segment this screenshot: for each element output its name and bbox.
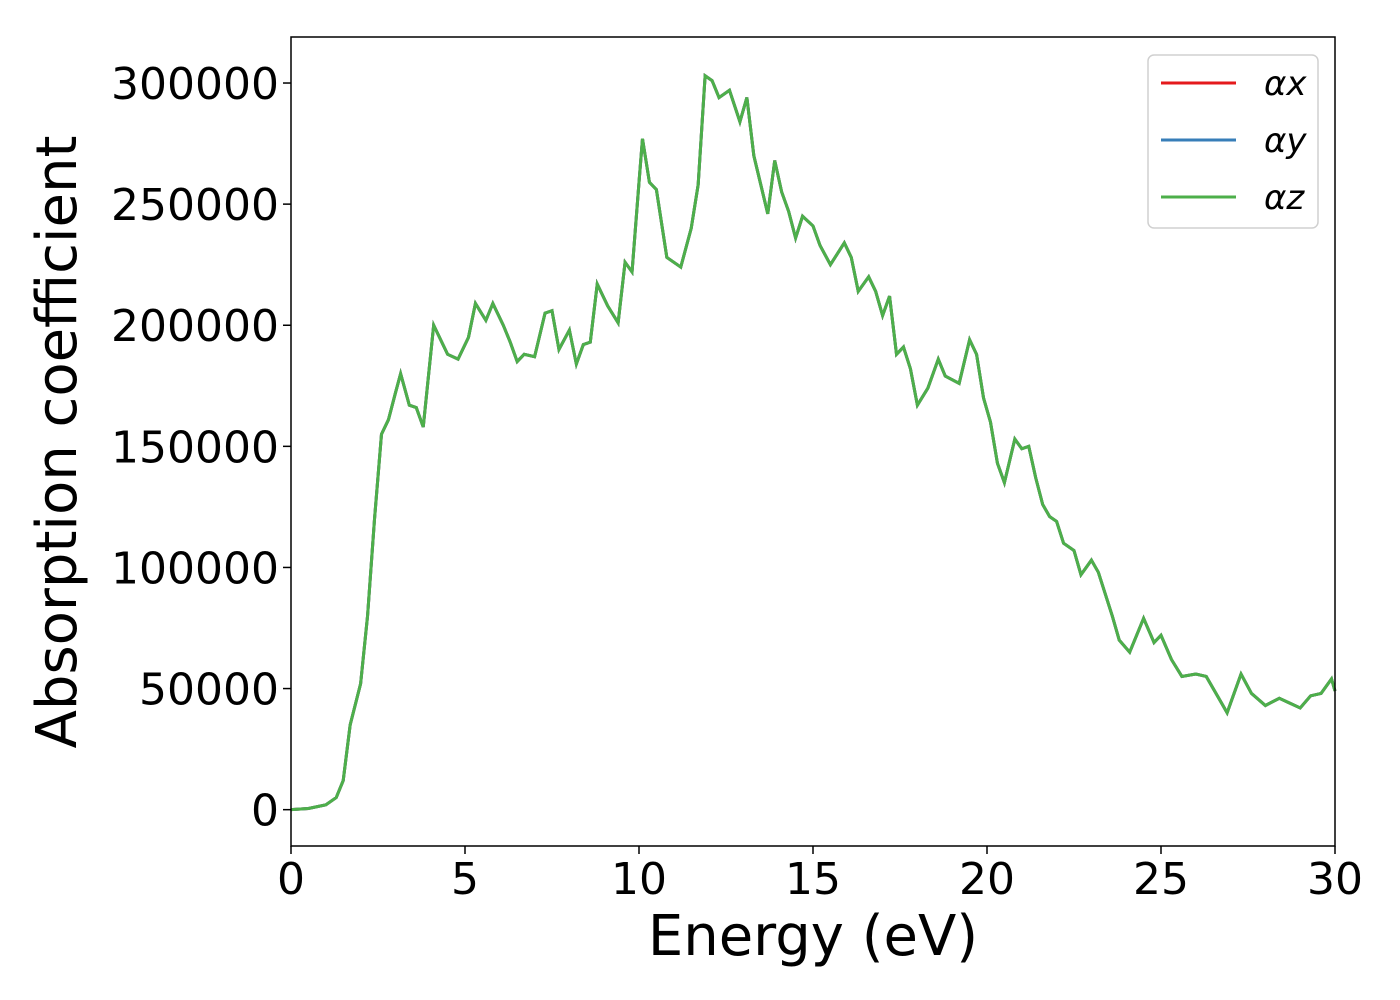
y-tick-label: 250000	[111, 180, 279, 231]
x-axis-label: Energy (eV)	[648, 904, 978, 969]
y-tick-label: 0	[251, 786, 279, 837]
x-tick-label: 20	[959, 854, 1015, 905]
y-axis-label: Absorption coefficient	[25, 136, 90, 749]
legend-label: αy	[1264, 121, 1307, 161]
x-tick-label: 25	[1133, 854, 1189, 905]
legend-label: αx	[1264, 64, 1307, 104]
x-tick-label: 0	[277, 854, 305, 905]
x-tick-label: 5	[451, 854, 479, 905]
y-tick-label: 150000	[111, 422, 279, 473]
x-tick-label: 15	[785, 854, 841, 905]
y-tick-label: 100000	[111, 543, 279, 594]
data-line	[290, 72, 1337, 812]
y-tick-label: 200000	[111, 301, 279, 352]
y-tick-label: 300000	[111, 59, 279, 110]
legend-label: αz	[1264, 178, 1305, 218]
x-tick-label: 30	[1307, 854, 1363, 905]
y-tick-label: 50000	[139, 665, 279, 716]
plot-frame	[290, 36, 1336, 847]
x-tick-label: 10	[611, 854, 667, 905]
